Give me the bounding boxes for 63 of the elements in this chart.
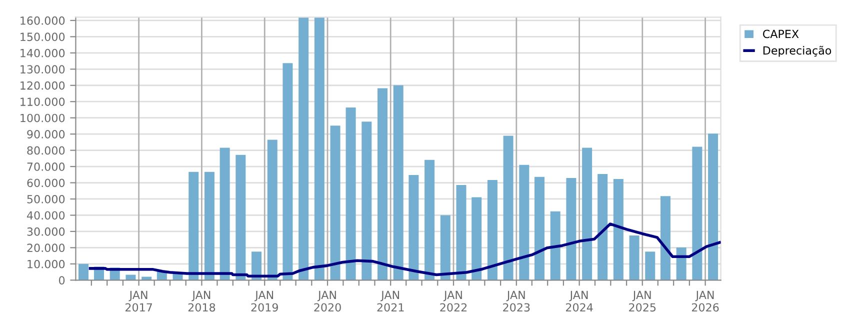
x-tick-label: JAN 2019: [251, 290, 278, 312]
y-tick-label: 30.000: [27, 227, 65, 236]
bar: [424, 160, 435, 280]
bar: [188, 172, 199, 280]
bar: [267, 140, 278, 280]
y-tick-label: 0: [58, 276, 65, 285]
x-tick-label: JAN 2017: [125, 290, 152, 312]
bar: [613, 179, 624, 280]
y-tick-label: 80.000: [27, 146, 65, 155]
bar: [236, 154, 246, 280]
x-tick-label: JAN 2022: [440, 290, 467, 312]
y-tick-label: 160.000: [20, 16, 65, 25]
x-tick-label: JAN 2018: [188, 290, 216, 312]
y-tick-label: 110.000: [20, 98, 65, 106]
y-tick-label: 120.000: [20, 81, 65, 90]
x-tick-label: JAN 2020: [314, 290, 341, 312]
bar: [330, 126, 340, 280]
y-tick-label: 50.000: [27, 194, 65, 204]
legend-label: CAPEX: [762, 30, 799, 38]
x-tick-label: JAN 2025: [629, 290, 656, 312]
y-tick-label: 40.000: [26, 211, 65, 220]
bar: [298, 17, 309, 280]
y-tick-label: 130.000: [20, 65, 65, 74]
bar: [503, 136, 514, 280]
bar: [220, 148, 230, 280]
bar: [660, 196, 670, 280]
bar: [550, 211, 560, 280]
y-tick-label: 100.000: [20, 114, 65, 122]
bar: [534, 176, 544, 280]
y-tick-label: 60.000: [27, 178, 65, 188]
line-series: [88, 222, 721, 278]
x-tick-label: JAN 2021: [377, 290, 404, 312]
bar: [362, 122, 372, 280]
y-tick-label: 70.000: [27, 162, 65, 171]
bar: [566, 178, 576, 280]
bar: [408, 174, 419, 280]
bar: [456, 185, 466, 280]
y-tick-label: 90.000: [27, 130, 65, 138]
bar: [346, 107, 356, 280]
bar: [314, 17, 324, 280]
bar: [645, 252, 656, 280]
x-tick-label: JAN 2026: [692, 290, 719, 312]
x-tick-label: JAN 2023: [503, 290, 530, 312]
bar: [378, 88, 388, 280]
bar: [582, 148, 592, 280]
bar: [487, 180, 498, 280]
legend-label: Depreciação: [763, 46, 832, 57]
bar: [78, 264, 88, 280]
bar: [204, 172, 214, 280]
y-tick-label: 150.000: [20, 32, 65, 42]
x-tick-label: JAN 2024: [566, 290, 593, 312]
bar: [692, 146, 702, 280]
y-tick-label: 10.000: [28, 260, 65, 268]
bar: [629, 236, 640, 280]
bar: [282, 63, 293, 280]
bar: [598, 174, 608, 280]
y-tick-label: 20.000: [27, 244, 65, 252]
bar: [519, 164, 530, 280]
bar: [472, 197, 482, 280]
y-tick-label: 140.000: [20, 48, 65, 58]
bar: [393, 85, 404, 280]
bar: [708, 134, 718, 280]
bar: [440, 215, 450, 280]
